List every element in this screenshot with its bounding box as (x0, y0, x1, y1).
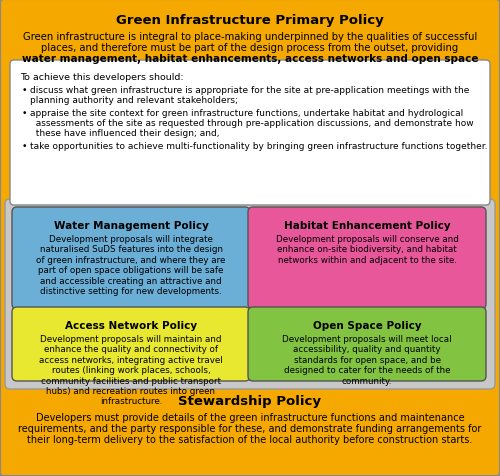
Text: Water Management Policy: Water Management Policy (54, 220, 208, 230)
Text: Green infrastructure is integral to place-making underpinned by the qualities of: Green infrastructure is integral to plac… (23, 32, 477, 42)
FancyBboxPatch shape (248, 208, 486, 309)
Text: Habitat Enhancement Policy: Habitat Enhancement Policy (284, 220, 450, 230)
Text: Development proposals will maintain and
enhance the quality and connectivity of
: Development proposals will maintain and … (39, 334, 223, 406)
FancyBboxPatch shape (12, 307, 250, 381)
Text: Development proposals will conserve and
enhance on-site biodiversity, and habita: Development proposals will conserve and … (276, 235, 458, 264)
Text: Green Infrastructure Primary Policy: Green Infrastructure Primary Policy (116, 14, 384, 27)
Text: requirements, and the party responsible for these, and demonstrate funding arran: requirements, and the party responsible … (18, 423, 481, 433)
Text: Open Space Policy: Open Space Policy (312, 320, 422, 330)
Text: To achieve this developers should:: To achieve this developers should: (20, 73, 184, 82)
FancyBboxPatch shape (248, 307, 486, 381)
Text: these have influenced their design; and,: these have influenced their design; and, (30, 129, 220, 138)
Text: places, and therefore must be part of the design process from the outset, provid: places, and therefore must be part of th… (42, 43, 459, 53)
Text: take opportunities to achieve multi-functionality by bringing green infrastructu: take opportunities to achieve multi-func… (30, 142, 488, 151)
Text: Stewardship Policy: Stewardship Policy (178, 394, 322, 407)
Text: Development proposals will integrate
naturalised SuDS features into the design
o: Development proposals will integrate nat… (36, 235, 226, 296)
Text: Development proposals will meet local
accessibility, quality and quantity
standa: Development proposals will meet local ac… (282, 334, 452, 385)
Text: assessments of the site as requested through pre-application discussions, and de: assessments of the site as requested thr… (30, 119, 474, 128)
Text: discuss what green infrastructure is appropriate for the site at pre-application: discuss what green infrastructure is app… (30, 86, 470, 95)
Text: their long-term delivery to the satisfaction of the local authority before const: their long-term delivery to the satisfac… (28, 434, 472, 444)
Text: appraise the site context for green infrastructure functions, undertake habitat : appraise the site context for green infr… (30, 109, 463, 118)
FancyBboxPatch shape (10, 61, 490, 206)
Text: •: • (22, 109, 28, 118)
Text: •: • (22, 86, 28, 95)
Text: planning authority and relevant stakeholders;: planning authority and relevant stakehol… (30, 96, 238, 105)
FancyBboxPatch shape (5, 199, 495, 389)
Text: Developers must provide details of the green infrastructure functions and mainte: Developers must provide details of the g… (36, 412, 465, 422)
Text: water management, habitat enhancements, access networks and open space: water management, habitat enhancements, … (22, 54, 478, 64)
FancyBboxPatch shape (12, 208, 250, 309)
Text: •: • (22, 142, 28, 151)
Text: Access Network Policy: Access Network Policy (65, 320, 197, 330)
